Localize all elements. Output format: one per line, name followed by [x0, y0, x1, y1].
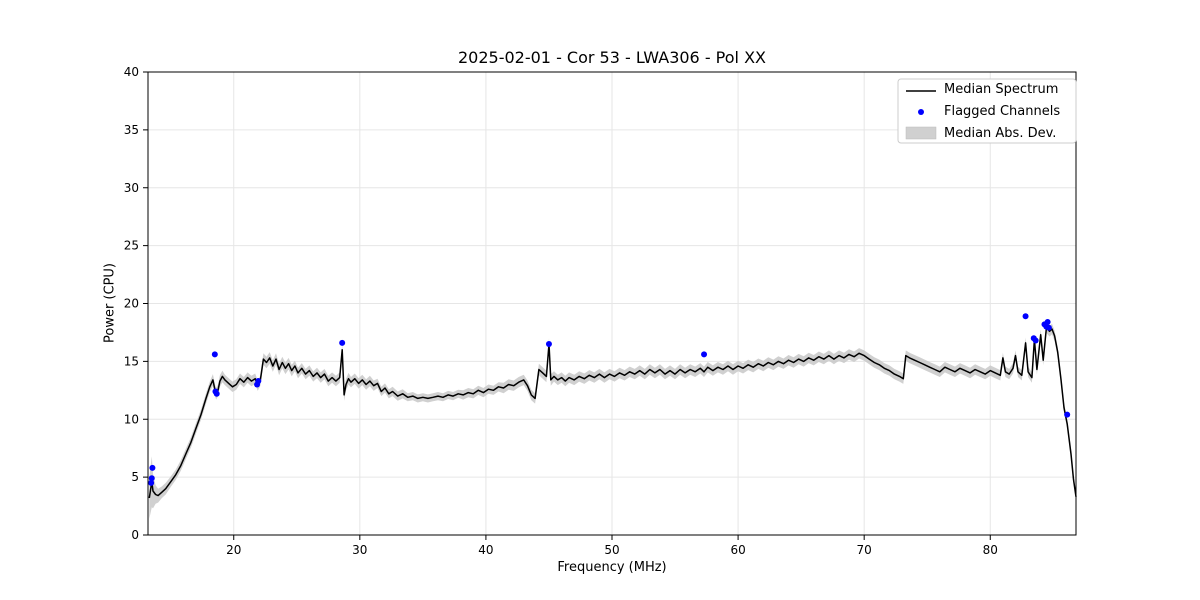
svg-text:25: 25	[124, 239, 139, 253]
legend-entry-median-spectrum: Median Spectrum	[944, 82, 1059, 97]
svg-text:40: 40	[124, 65, 139, 79]
svg-text:20: 20	[226, 543, 241, 557]
x-axis-label: Frequency (MHz)	[557, 560, 667, 575]
svg-text:15: 15	[124, 354, 139, 368]
svg-text:50: 50	[604, 543, 619, 557]
legend-entry-median-abs-dev: Median Abs. Dev.	[944, 126, 1057, 141]
legend-entry-flagged-channels: Flagged Channels	[944, 104, 1061, 119]
svg-text:40: 40	[478, 543, 493, 557]
y-axis-label: Power (CPU)	[102, 263, 118, 344]
svg-text:20: 20	[124, 297, 139, 311]
svg-text:30: 30	[124, 181, 139, 195]
svg-text:5: 5	[131, 470, 139, 484]
chart-title: 2025-02-01 - Cor 53 - LWA306 - Pol XX	[458, 48, 766, 67]
svg-text:80: 80	[983, 543, 998, 557]
svg-text:70: 70	[857, 543, 872, 557]
svg-text:30: 30	[352, 543, 367, 557]
svg-text:0: 0	[131, 528, 139, 542]
svg-text:10: 10	[124, 412, 139, 426]
svg-text:60: 60	[730, 543, 745, 557]
svg-text:35: 35	[124, 123, 139, 137]
